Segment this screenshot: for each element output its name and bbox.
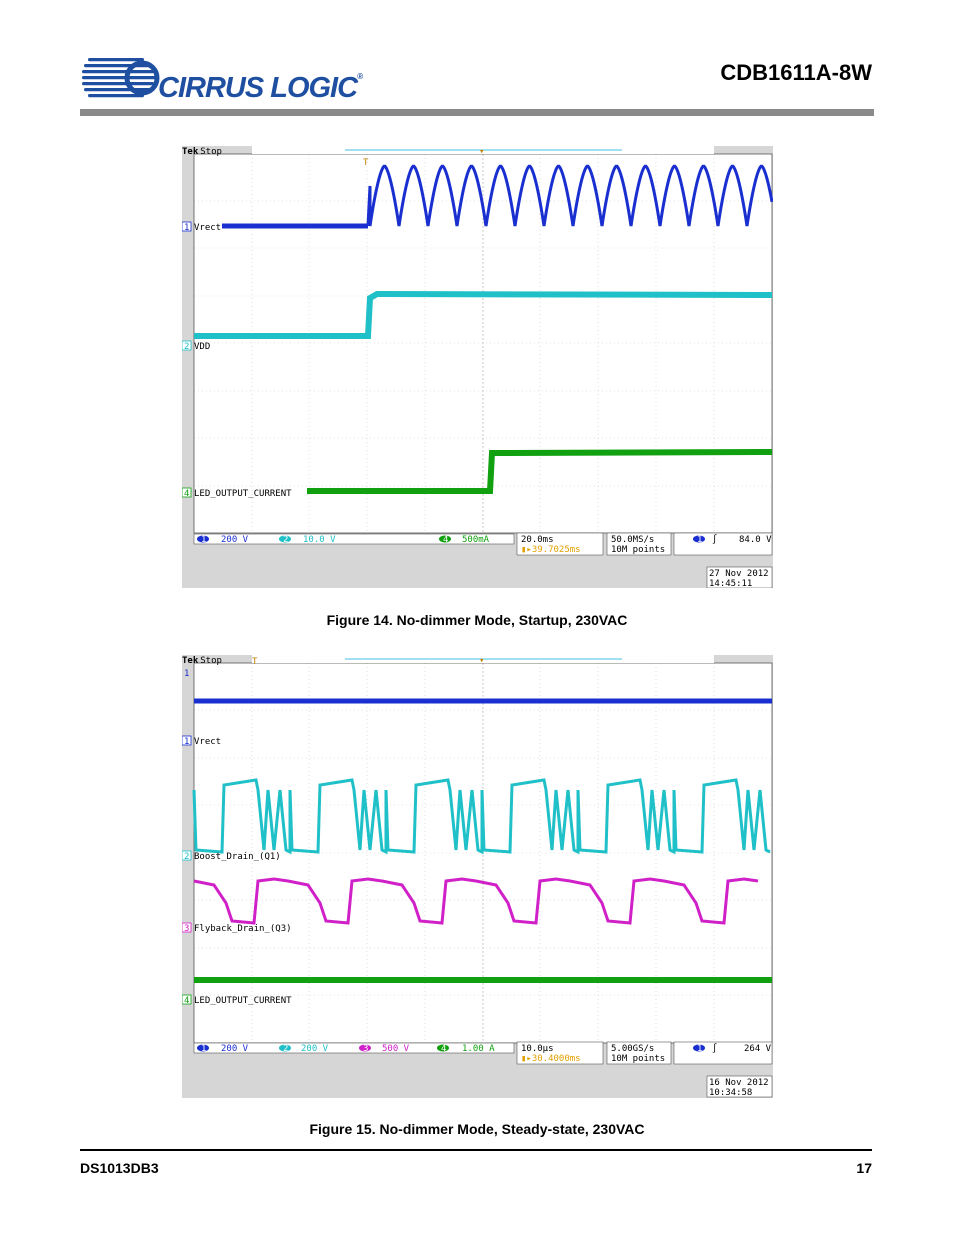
svg-text:27 Nov 2012: 27 Nov 2012 [709,569,769,579]
svg-text:10M points: 10M points [611,1054,665,1064]
channel-label-flyback-drain: Flyback_Drain_(Q3) [194,924,292,934]
svg-text:▮▸39.7025ms: ▮▸39.7025ms [521,545,581,555]
svg-text:T: T [252,657,258,667]
svg-text:3: 3 [184,924,189,934]
document-id: DS1013DB3 [80,1160,159,1176]
figure-14-caption: Figure 14. No-dimmer Mode, Startup, 230V… [326,612,628,628]
svg-text:1: 1 [184,737,189,747]
svg-text:200 V: 200 V [221,1044,249,1054]
svg-text:4: 4 [184,489,189,499]
svg-text:1: 1 [697,535,702,545]
svg-text:∫: ∫ [712,1043,717,1054]
trigger-marker-icon: T [363,158,369,168]
trace-led-output-current [307,449,773,494]
svg-text:▾: ▾ [479,147,484,157]
channel-label-boost-drain: Boost_Drain_(Q1) [194,852,281,862]
scope-readout: 1 200 V 2 10.0 V 4 500mA 20.0ms ▮▸39.702… [193,532,773,588]
svg-text:1: 1 [184,223,189,233]
footer-rule [80,1149,872,1151]
svg-text:200 V: 200 V [301,1044,329,1054]
svg-text:▮▸30.4000ms: ▮▸30.4000ms [521,1054,581,1064]
company-logo [82,54,362,104]
svg-text:1.00 A: 1.00 A [462,1044,495,1054]
oscilloscope-figure-14: T ▾ Tek Stop 1 Vrect 2 VDD 4 LED_OUTPUT_C… [182,146,773,588]
svg-text:2: 2 [283,1044,288,1054]
svg-text:264 V: 264 V [744,1044,772,1054]
svg-text:2: 2 [283,535,288,545]
ch1-ground-marker: 1 [184,669,189,679]
page-number: 17 [856,1160,872,1176]
svg-text:∫: ∫ [712,534,717,545]
svg-text:4: 4 [184,996,189,1006]
svg-text:500 V: 500 V [382,1044,410,1054]
trace-vdd [194,290,773,339]
svg-text:500mA: 500mA [462,535,490,545]
svg-text:5.00GS/s: 5.00GS/s [611,1044,654,1054]
channel-label-led-current: LED_OUTPUT_CURRENT [194,996,292,1006]
trace-vrect [222,164,773,229]
figure-15-caption: Figure 15. No-dimmer Mode, Steady-state,… [309,1121,645,1137]
svg-text:3: 3 [363,1044,368,1054]
svg-text:84.0 V: 84.0 V [739,535,772,545]
company-name: CIRRUS LOGIC® [158,72,363,104]
scope-brand: Tek Stop [182,147,222,157]
svg-text:4: 4 [443,535,448,545]
svg-text:10M points: 10M points [611,545,665,555]
document-title: CDB1611A-8W [720,60,872,85]
header-rule [80,109,874,116]
oscilloscope-figure-15: ▾ T Tek Stop 1 1 Vrect 2 Boost_Drain_(Q1)… [182,655,773,1098]
channel-label-vrect: Vrect [194,223,221,233]
svg-text:10.0µs: 10.0µs [521,1044,554,1054]
svg-text:1: 1 [201,1044,206,1054]
svg-text:1: 1 [201,535,206,545]
svg-text:1: 1 [697,1044,702,1054]
scope-readout: 1 200 V 2 200 V 3 500 V 4 1.00 A 10.0µs … [193,1041,773,1098]
svg-text:16 Nov 2012: 16 Nov 2012 [709,1078,769,1088]
svg-text:2: 2 [184,852,189,862]
svg-text:2: 2 [184,342,189,352]
channel-label-vrect: Vrect [194,737,221,747]
channel-label-led-current: LED_OUTPUT_CURRENT [194,489,292,499]
channel-label-vdd: VDD [194,342,210,352]
svg-text:4: 4 [441,1044,446,1054]
scope-brand: Tek Stop [182,656,222,666]
svg-text:50.0MS/s: 50.0MS/s [611,535,654,545]
trace-flyback-drain [193,877,759,925]
svg-text:20.0ms: 20.0ms [521,535,554,545]
svg-text:200 V: 200 V [221,535,249,545]
trace-boost-drain [192,778,771,855]
svg-text:10:34:58: 10:34:58 [709,1088,752,1098]
svg-text:▾: ▾ [479,656,484,666]
svg-text:14:45:11: 14:45:11 [709,579,752,588]
cirrus-logic-swoosh-icon [82,58,160,98]
svg-text:10.0 V: 10.0 V [303,535,336,545]
